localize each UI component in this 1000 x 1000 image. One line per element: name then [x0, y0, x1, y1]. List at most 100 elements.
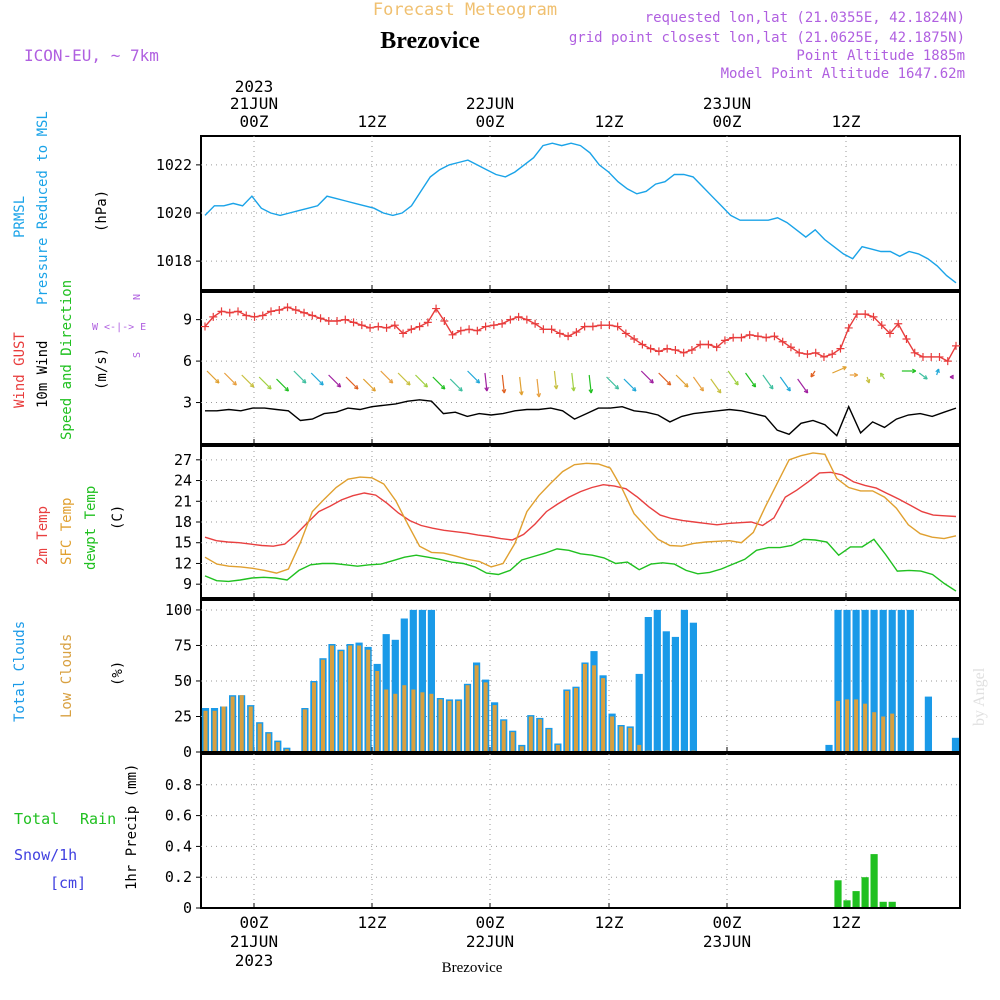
bottom-hour-label-1: 00Z [240, 913, 269, 932]
clouds-bar-s2-37 [528, 716, 533, 751]
clouds-bar-s2-29 [456, 700, 461, 751]
gust-marker-41 [531, 319, 540, 328]
gust-marker-56 [654, 347, 663, 356]
gust-marker-80 [852, 310, 861, 319]
gust-marker-90 [935, 352, 944, 361]
clouds-bar-s2-30 [465, 685, 470, 751]
bottom-date-label-1: 21JUN [230, 932, 278, 951]
total-label: Total [14, 810, 59, 828]
wind-direction-arrowhead-38 [853, 372, 859, 378]
clouds-bar-s2-25 [420, 692, 425, 751]
gust-marker-17 [333, 317, 342, 326]
top-hour-label-4: 12Z [595, 112, 624, 131]
wind-direction-arrowhead-11 [388, 379, 394, 384]
clouds-bar-s1-75 [870, 609, 878, 751]
precipitation-panel: 0 0.2 0.4 0.6 0.8 [165, 753, 961, 917]
gust-marker-49 [597, 321, 606, 330]
gust-marker-37 [498, 319, 507, 328]
wind-direction-arrowhead-6 [301, 379, 307, 384]
gust-marker-70 [770, 332, 779, 341]
gust-marker-36 [489, 321, 498, 330]
temperature-series-line-1 [204, 471, 957, 547]
clouds-bar-s1-52 [662, 631, 670, 751]
clouds-bar-s2-28 [447, 700, 452, 751]
wind-direction-arrowhead-43 [935, 368, 940, 374]
wind-direction-arrow-29 [692, 376, 704, 392]
gust-marker-32 [456, 326, 465, 335]
wind-direction-arrow-42 [918, 372, 928, 380]
gust-marker-28 [423, 318, 432, 327]
info-point-altitude: Point Altitude 1885m [796, 48, 965, 64]
clouds-bar-s2-27 [438, 699, 443, 751]
pressure-ytick-label-2: 1020 [156, 204, 192, 222]
wind-direction-arrow-37 [832, 366, 847, 374]
gust-marker-65 [729, 333, 738, 342]
wind-direction-arrow-6 [293, 370, 307, 384]
gust-marker-20 [357, 321, 366, 330]
info-gridpoint: grid point closest lon,lat (21.0625E, 42… [569, 30, 965, 46]
clouds-bar-s2-4 [230, 696, 235, 751]
gust-label: Wind GUST [12, 332, 28, 408]
precipitation-bar-s1-73 [852, 891, 860, 907]
super-title: Forecast Meteogram [373, 0, 557, 20]
gust-marker-58 [671, 346, 680, 355]
wind-direction-arrow-30 [710, 378, 722, 394]
temperature-series-line-2 [204, 452, 957, 574]
gust-marker-12 [291, 305, 300, 314]
watermark: by Angel [971, 667, 988, 726]
wind-direction-arrow-35 [797, 378, 809, 394]
gust-marker-14 [308, 311, 317, 320]
temperature-ytick-label-3: 15 [174, 534, 192, 552]
clouds-bar-s1-73 [852, 609, 860, 751]
precipitation-bar-s1-71 [834, 880, 842, 907]
gust-marker-71 [778, 337, 787, 346]
clouds-bar-s2-6 [248, 706, 253, 751]
gust-marker-87 [910, 348, 919, 357]
dewpt-temp-label: dewpt Temp [83, 486, 99, 570]
temperature-ytick-label-7: 27 [174, 451, 192, 469]
wind-direction-arrow-12 [397, 372, 411, 386]
precipitation-ytick-label-2: 0.2 [165, 868, 192, 886]
wind-direction-arrow-26 [640, 370, 654, 384]
clouds-bar-s2-43 [583, 663, 587, 751]
page-title: Brezovice [380, 28, 480, 54]
gust-marker-38 [506, 315, 515, 324]
rain-label: Rain [80, 810, 116, 828]
wind-direction-arrowhead-27 [666, 381, 672, 386]
wind-direction-arrow-18 [501, 374, 505, 394]
clouds-bar-s1-23 [400, 618, 408, 751]
wind-direction-arrow-15 [449, 378, 463, 392]
clouds-bar-s2-14 [321, 659, 325, 751]
top-date-label-1: 21JUN [230, 94, 278, 113]
gust-marker-69 [762, 333, 771, 342]
wind-direction-arrow-34 [779, 376, 791, 392]
gust-marker-77 [828, 350, 837, 359]
gust-marker-59 [679, 348, 688, 357]
gust-marker-81 [861, 310, 870, 319]
gust-marker-39 [514, 312, 523, 321]
top-hour-label-2: 12Z [358, 112, 387, 131]
gust-marker-91 [943, 357, 952, 366]
clouds-bar-s1-84 [951, 737, 960, 751]
clouds-bar-s2-10 [284, 749, 289, 751]
wind-direction-arrowhead-28 [684, 383, 689, 388]
pressure-panel: 1018 1020 1022 [156, 135, 961, 291]
gust-marker-51 [613, 322, 622, 331]
gust-marker-18 [341, 315, 350, 324]
gust-marker-43 [547, 325, 556, 334]
clouds-bar-s1-25 [418, 609, 426, 751]
clouds-bar-s1-24 [409, 609, 417, 751]
wind-direction-arrowhead-1 [215, 379, 220, 384]
wind-panel: 3 6 9 [183, 291, 961, 445]
gust-marker-44 [555, 329, 564, 338]
wind-direction-arrowhead-42 [923, 375, 928, 380]
clouds-bar-s2-16 [339, 651, 344, 751]
wind-direction-arrowhead-20 [536, 393, 542, 398]
clouds-ytick-label-1: 0 [183, 743, 192, 761]
gust-marker-61 [696, 340, 705, 349]
gust-marker-67 [745, 330, 754, 339]
wind-direction-arrowhead-37 [842, 366, 847, 371]
snow-unit-label: [cm] [50, 874, 86, 892]
